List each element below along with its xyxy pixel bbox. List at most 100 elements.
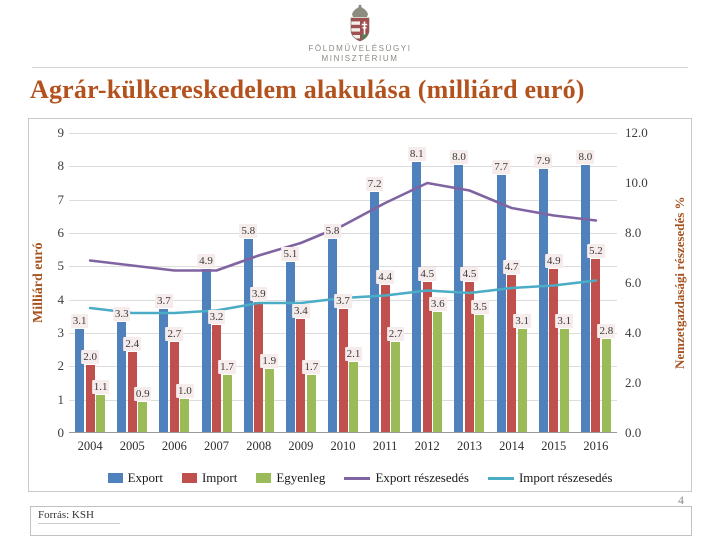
label-import-2010: 3.7: [334, 293, 352, 308]
label-egyenleg-2010: 2.1: [344, 347, 363, 361]
right-axis-tick: 12.0: [625, 125, 648, 140]
legend-label-egyenleg: Egyenleg: [276, 470, 326, 485]
label-import-2015: 4.9: [544, 253, 563, 268]
label-export-2014: 7.7: [492, 160, 510, 175]
label-export-2011: 7.2: [365, 177, 384, 191]
bar-export-2016: [580, 165, 590, 432]
label-import-2013: 4.5: [460, 267, 479, 281]
source-placeholder: Forrás: KSH: [30, 506, 692, 536]
bar-egyenleg-2004: [96, 395, 106, 432]
label-export-2012: 8.1: [407, 147, 426, 161]
right-axis-title: Nemzetgazdasági részesedés %: [672, 196, 687, 370]
bar-import-2009: [296, 318, 306, 432]
x-tick-2012: 2012: [414, 439, 440, 453]
label-export-2004: 3.1: [70, 313, 89, 328]
label-import-2009: 3.4: [291, 303, 310, 318]
label-egyenleg-2004: 1.1: [91, 380, 110, 395]
label-egyenleg-2008: 1.9: [260, 353, 279, 368]
bar-export-2005: [117, 322, 127, 432]
bar-export-2006: [159, 308, 169, 432]
bar-egyenleg-2015: [559, 328, 569, 432]
legend-swatch-import-share: [487, 476, 514, 480]
bar-import-2015: [549, 268, 559, 432]
label-import-2016: 5.2: [587, 243, 605, 258]
bar-import-2012: [422, 282, 432, 432]
label-import-2004: 2.0: [81, 350, 99, 365]
right-axis-tick: 6.0: [625, 275, 642, 290]
bar-export-2008: [243, 238, 253, 432]
legend-label-import-share: Import részesedés: [518, 470, 613, 485]
x-tick-2009: 2009: [288, 439, 314, 453]
bar-import-2010: [338, 308, 348, 432]
label-egyenleg-2007: 1.7: [218, 360, 236, 375]
x-tick-2006: 2006: [161, 439, 187, 453]
left-axis-tick: 7: [57, 191, 65, 207]
bar-export-2013: [454, 165, 464, 432]
bar-egyenleg-2010: [349, 362, 358, 432]
label-egyenleg-2014: 3.1: [513, 313, 531, 328]
left-axis-tick: 6: [57, 225, 65, 240]
left-axis-tick: 3: [57, 325, 65, 340]
bar-export-2007: [201, 268, 211, 432]
left-axis-ticks: 0 1 2 3 4 5 6 7 8 9: [43, 125, 67, 440]
bar-egyenleg-2007: [222, 375, 232, 432]
legend-swatch-export-share: [344, 476, 371, 480]
ministry-name-line2: MINISZTÉRIUM: [321, 54, 399, 63]
legend-item-export-share: Export részesedés: [344, 470, 469, 486]
label-import-2011: 4.4: [376, 270, 395, 285]
bar-import-2014: [507, 275, 517, 432]
left-axis-tick: 5: [57, 258, 65, 274]
bar-egyenleg-2012: [433, 312, 443, 432]
x-axis-labels: 2004 2005 2006 2007 2008 2009 2010 2011 2012 2013…: [69, 439, 617, 457]
left-axis-tick: 2: [57, 358, 65, 374]
legend-item-export: Export: [107, 470, 163, 486]
x-tick-2005: 2005: [119, 439, 145, 453]
legend-label-import: Import: [201, 470, 238, 485]
label-egyenleg-2011: 2.7: [386, 327, 405, 341]
right-axis-tick: 10.0: [625, 175, 648, 190]
bar-import-2008: [254, 302, 264, 432]
bar-egyenleg-2011: [391, 342, 401, 432]
label-export-2015: 7.9: [534, 153, 553, 168]
label-egyenleg-2006: 1.0: [176, 383, 194, 398]
right-axis-tick: 0.0: [625, 425, 642, 440]
plot-area: 3.1 3.3 3.7 4.9 5.8 5.1 5.8 7.2 8.1 8.0 7.7 7.9 8.0 2…: [69, 133, 617, 433]
label-egyenleg-2005: 0.9: [133, 387, 152, 401]
legend-swatch-import: [181, 473, 197, 483]
label-egyenleg-2013: 3.5: [471, 300, 489, 315]
bar-export-2004: [75, 328, 85, 432]
legend-swatch-egyenleg: [256, 473, 272, 483]
bar-import-2011: [380, 285, 390, 432]
right-axis-tick: 4.0: [625, 325, 642, 340]
label-export-2010: 5.8: [323, 223, 342, 238]
bar-export-2009: [285, 262, 295, 432]
x-tick-2016: 2016: [583, 439, 609, 453]
label-export-2016: 8.0: [576, 150, 595, 165]
bar-export-2011: [370, 192, 380, 432]
x-tick-2013: 2013: [456, 439, 482, 453]
x-tick-2004: 2004: [77, 439, 103, 453]
ministry-name: FÖLDMŰVELÉSÜGYI MINISZTÉRIUM: [0, 44, 720, 64]
bar-export-2012: [412, 162, 422, 432]
bar-import-2004: [85, 365, 95, 432]
gridline: [69, 199, 617, 201]
x-tick-2014: 2014: [499, 439, 525, 453]
bar-export-2010: [328, 238, 337, 432]
bar-import-2006: [169, 342, 179, 432]
chart-legend: Export Import Egyenleg Export részesedés Imp…: [29, 470, 691, 486]
label-export-2008: 5.8: [239, 223, 258, 238]
gridline: [69, 266, 617, 268]
legend-label-export-share: Export részesedés: [375, 470, 469, 485]
ministry-coat-of-arms-icon: [342, 4, 378, 49]
label-import-2014: 4.7: [502, 260, 521, 275]
bar-import-2007: [212, 325, 222, 432]
label-import-2006: 2.7: [165, 327, 184, 341]
bar-egyenleg-2013: [475, 315, 485, 432]
label-egyenleg-2009: 1.7: [302, 360, 321, 375]
label-export-2006: 3.7: [155, 293, 173, 308]
label-import-2008: 3.9: [249, 287, 268, 301]
x-tick-2008: 2008: [246, 439, 272, 453]
right-axis-ticks: 0.0 2.0 4.0 6.0 8.0 10.0 12.0: [621, 125, 663, 440]
header-divider: [32, 67, 688, 68]
